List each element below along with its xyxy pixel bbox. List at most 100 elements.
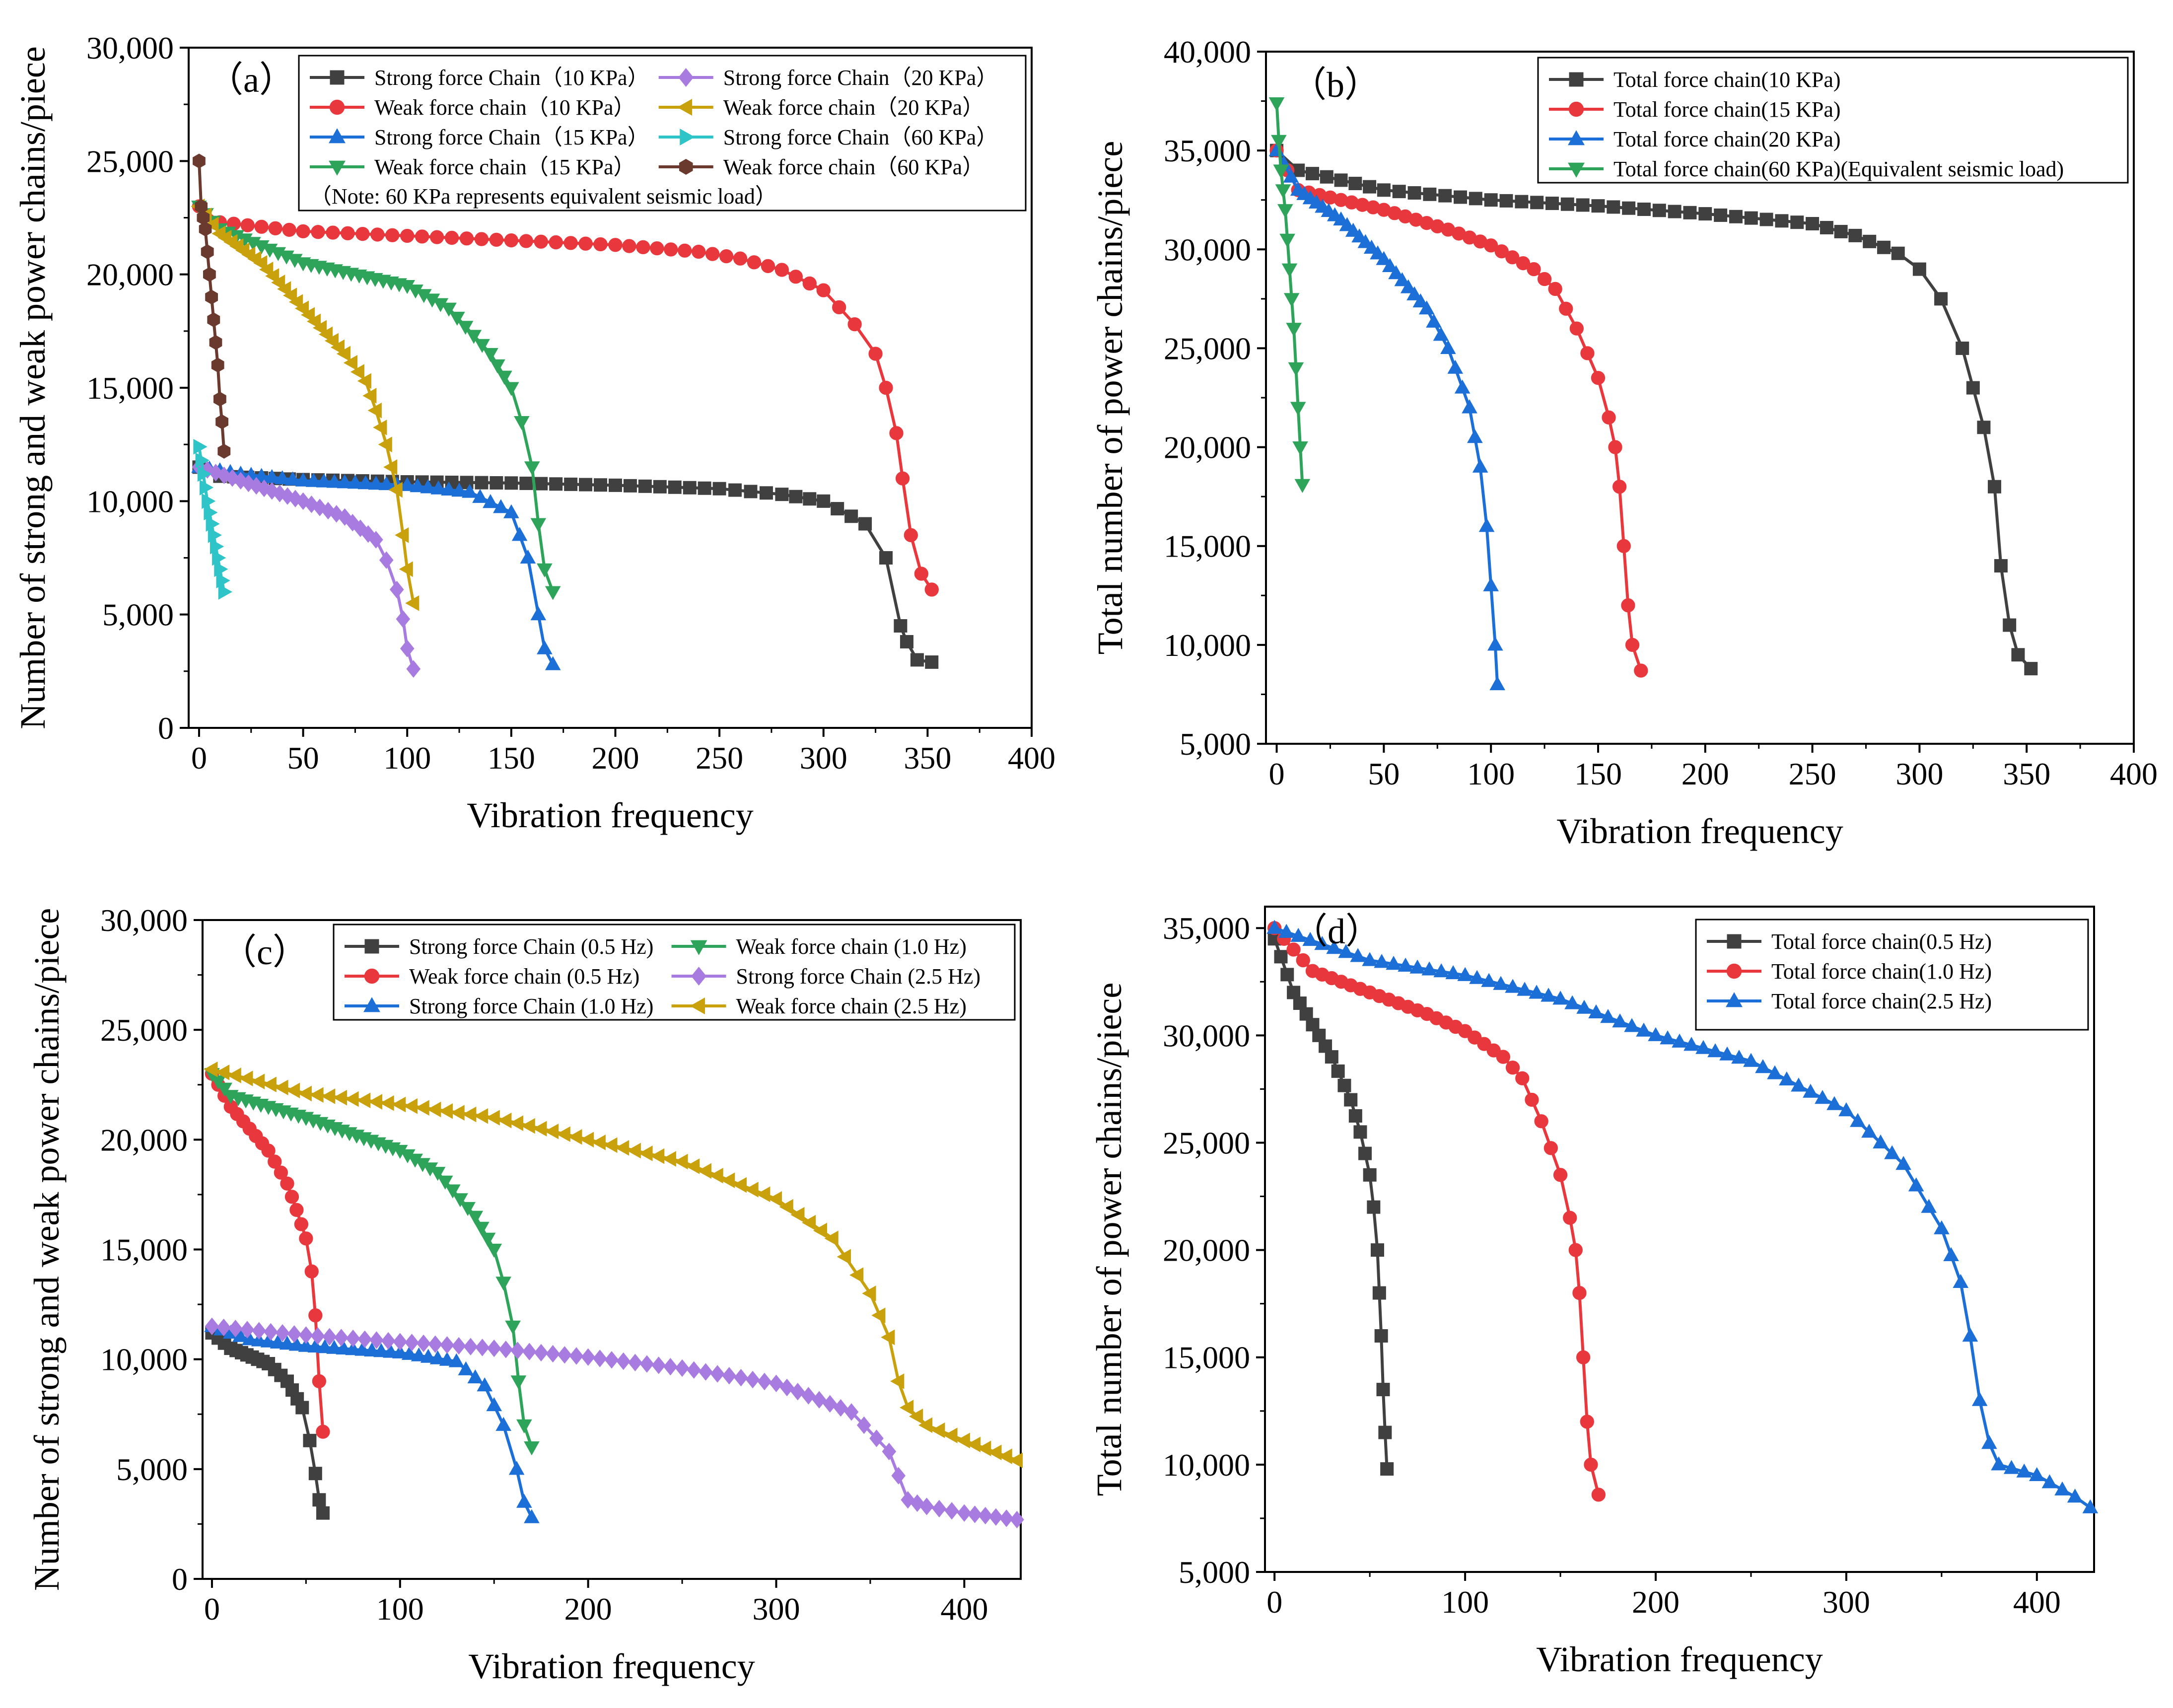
data-point [719,249,734,264]
data-point [889,426,904,440]
data-point [341,226,355,240]
legend: Total force chain(10 KPa) Total force cha… [1537,57,2129,184]
data-point [2003,1460,2020,1474]
x-tick-label: 200 [564,1591,612,1627]
data-point [504,233,519,248]
data-point [253,255,268,271]
data-point [674,1153,688,1170]
data-point [343,355,357,371]
series-line [1275,149,2032,670]
panel-label: （c） [221,932,308,972]
data-point [1348,1109,1362,1123]
data-point [1525,1092,1539,1107]
data-point [1283,168,1299,183]
data-point [474,1108,489,1124]
series-b-2 [1268,142,1505,691]
data-point [1314,935,1330,950]
data-point [556,1126,570,1142]
data-point [622,239,636,253]
data-point [217,444,231,459]
data-point [1469,192,1482,206]
data-point [1895,1156,1911,1170]
data-point [306,313,321,330]
data-point [627,1142,641,1159]
data-point [215,1065,230,1080]
data-point [1296,953,1310,968]
data-point [1934,292,1948,306]
data-point [300,307,315,323]
data-point [1838,1102,1854,1117]
data-point [357,373,371,389]
data-point [308,1308,323,1323]
data-point [420,479,436,494]
legend-item: Total force chain(10 KPa) [1549,68,1841,92]
legend-item: Total force chain(0.5 Hz) [1707,929,1992,954]
data-point [437,1175,453,1190]
data-point [510,1375,527,1390]
data-point [1966,381,1980,395]
series-a-6 [193,438,232,600]
legend-item: Strong force Chain（60 KPa） [658,125,998,149]
data-point [1326,940,1342,954]
data-point [1806,217,1820,231]
data-point [1891,246,1905,260]
data-point [1755,1059,1771,1073]
data-point [486,1243,502,1258]
data-point [1447,359,1464,374]
data-point [1971,1392,1988,1406]
data-point [686,1158,700,1174]
x-tick-label: 300 [800,740,847,776]
data-point [1278,924,1294,938]
data-point [568,1129,582,1145]
data-point [1302,931,1318,946]
series-a-4 [192,458,421,678]
data-point [458,1361,474,1375]
data-point [356,1092,371,1109]
data-point [882,1442,897,1461]
series-line [199,465,555,665]
data-point [451,483,467,497]
legend: Strong force Chain（10 KPa） Weak force cha… [298,55,1027,212]
data-point [721,1172,735,1188]
data-point [1672,1033,1687,1048]
data-point [510,1342,525,1359]
data-point [593,1350,607,1367]
data-point [429,1167,446,1181]
x-tick-label: 50 [287,740,319,776]
data-point [1454,190,1468,204]
data-point [1367,1200,1381,1214]
data-point [1621,598,1635,613]
data-point [480,1232,496,1247]
y-axis-title: Number of strong and weak power chains/p… [27,908,67,1591]
data-point [364,1342,380,1356]
data-point [486,1110,500,1126]
data-point [487,1339,501,1357]
data-point [212,550,226,566]
data-point [900,1400,914,1416]
y-tick-label: 30,000 [100,903,188,938]
series-b-1 [1269,143,1648,678]
data-point [823,1395,838,1413]
data-point [1534,1114,1548,1129]
data-point [733,251,748,266]
data-point [508,1461,525,1475]
data-point [1462,399,1477,414]
data-point [709,1167,723,1184]
legend-marker [364,968,380,984]
data-point [1622,201,1636,215]
data-point [373,1343,389,1357]
data-point [309,1087,324,1103]
data-point [849,1267,864,1283]
data-point [326,225,340,240]
data-point [210,1075,226,1090]
data-point [299,1326,313,1344]
data-point [591,1135,606,1150]
data-point [337,474,353,489]
y-tick-label: 10,000 [100,1342,188,1377]
y-tick-label: 25,000 [1163,1125,1250,1160]
legend-label: Strong force Chain (1.0 Hz) [409,994,653,1018]
legend-item: Weak force chain（10 KPa） [310,95,635,120]
chart-panel-b: 0 50 100 150 200 250 300 350 400 5,000 10,000 15,00… [1090,34,2158,851]
data-point [1607,200,1620,214]
